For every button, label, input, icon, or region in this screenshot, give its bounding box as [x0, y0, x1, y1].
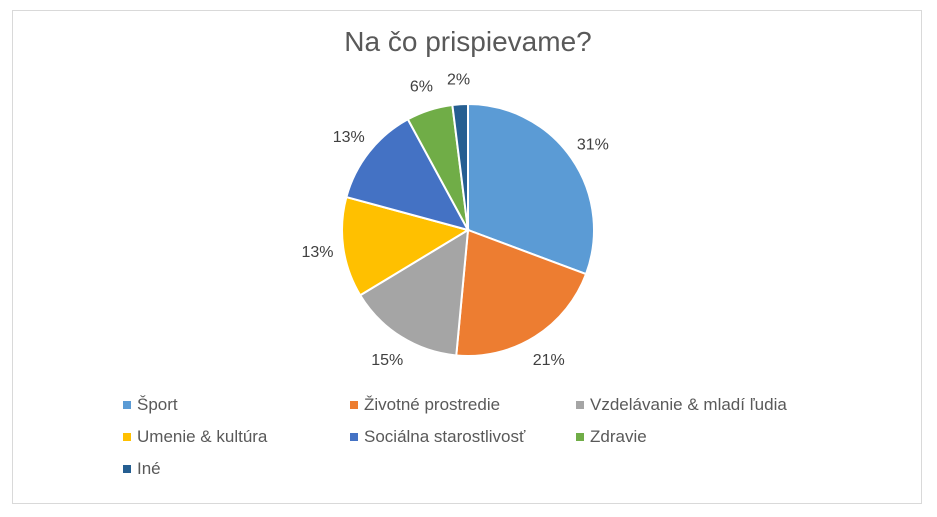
legend-item-vzdelavanie: Vzdelávanie & mladí ľudia — [576, 395, 787, 415]
data-label-umenie-kultura: 13% — [301, 244, 333, 261]
legend-swatch — [350, 401, 358, 409]
legend-label: Iné — [137, 459, 161, 478]
legend-label: Životné prostredie — [364, 395, 501, 414]
legend-swatch — [350, 433, 358, 441]
pie-slice-vzdelavanie — [358, 228, 470, 357]
legend-swatch — [576, 401, 584, 409]
data-label-socialna-starostlivost: 13% — [333, 129, 365, 146]
legend-label: Šport — [137, 395, 178, 414]
pie-chart: 31% 21% 15% 13% 13% 6% 2% — [301, 71, 609, 369]
data-label-zdravie: 6% — [410, 78, 433, 95]
data-label-sport: 31% — [577, 136, 609, 153]
legend-label: Umenie & kultúra — [137, 427, 268, 446]
legend-item-zivotne-prostredie: Životné prostredie — [350, 395, 500, 415]
pie-slice-zivotne-prostredie — [455, 228, 588, 357]
pie-slice-socialna-starostlivost — [345, 117, 470, 232]
legend-item-ine: Iné — [123, 459, 161, 479]
legend-item-sport: Šport — [123, 395, 178, 415]
data-label-ine: 2% — [447, 71, 470, 88]
legend-swatch — [123, 401, 131, 409]
legend-item-umenie-kultura: Umenie & kultúra — [123, 427, 267, 447]
pie-slice-ine — [451, 102, 469, 231]
chart-frame: Na čo prispievame? 31% 21% 15% 13% 13% 6% 2% Š… — [12, 10, 922, 504]
chart-title: Na čo prispievame? — [344, 26, 592, 57]
legend-swatch — [123, 433, 131, 441]
legend-item-socialna-starostlivost: Sociálna starostlivosť — [350, 427, 525, 447]
legend-label: Zdravie — [590, 427, 647, 446]
legend-item-zdravie: Zdravie — [576, 427, 647, 447]
legend-label: Sociálna starostlivosť — [364, 427, 526, 446]
data-label-zivotne-prostredie: 21% — [533, 352, 565, 369]
pie-slice-sport — [467, 102, 595, 276]
legend-swatch — [123, 465, 131, 473]
data-label-vzdelavanie: 15% — [371, 352, 403, 369]
legend-label: Vzdelávanie & mladí ľudia — [590, 395, 787, 414]
legend-swatch — [576, 433, 584, 441]
